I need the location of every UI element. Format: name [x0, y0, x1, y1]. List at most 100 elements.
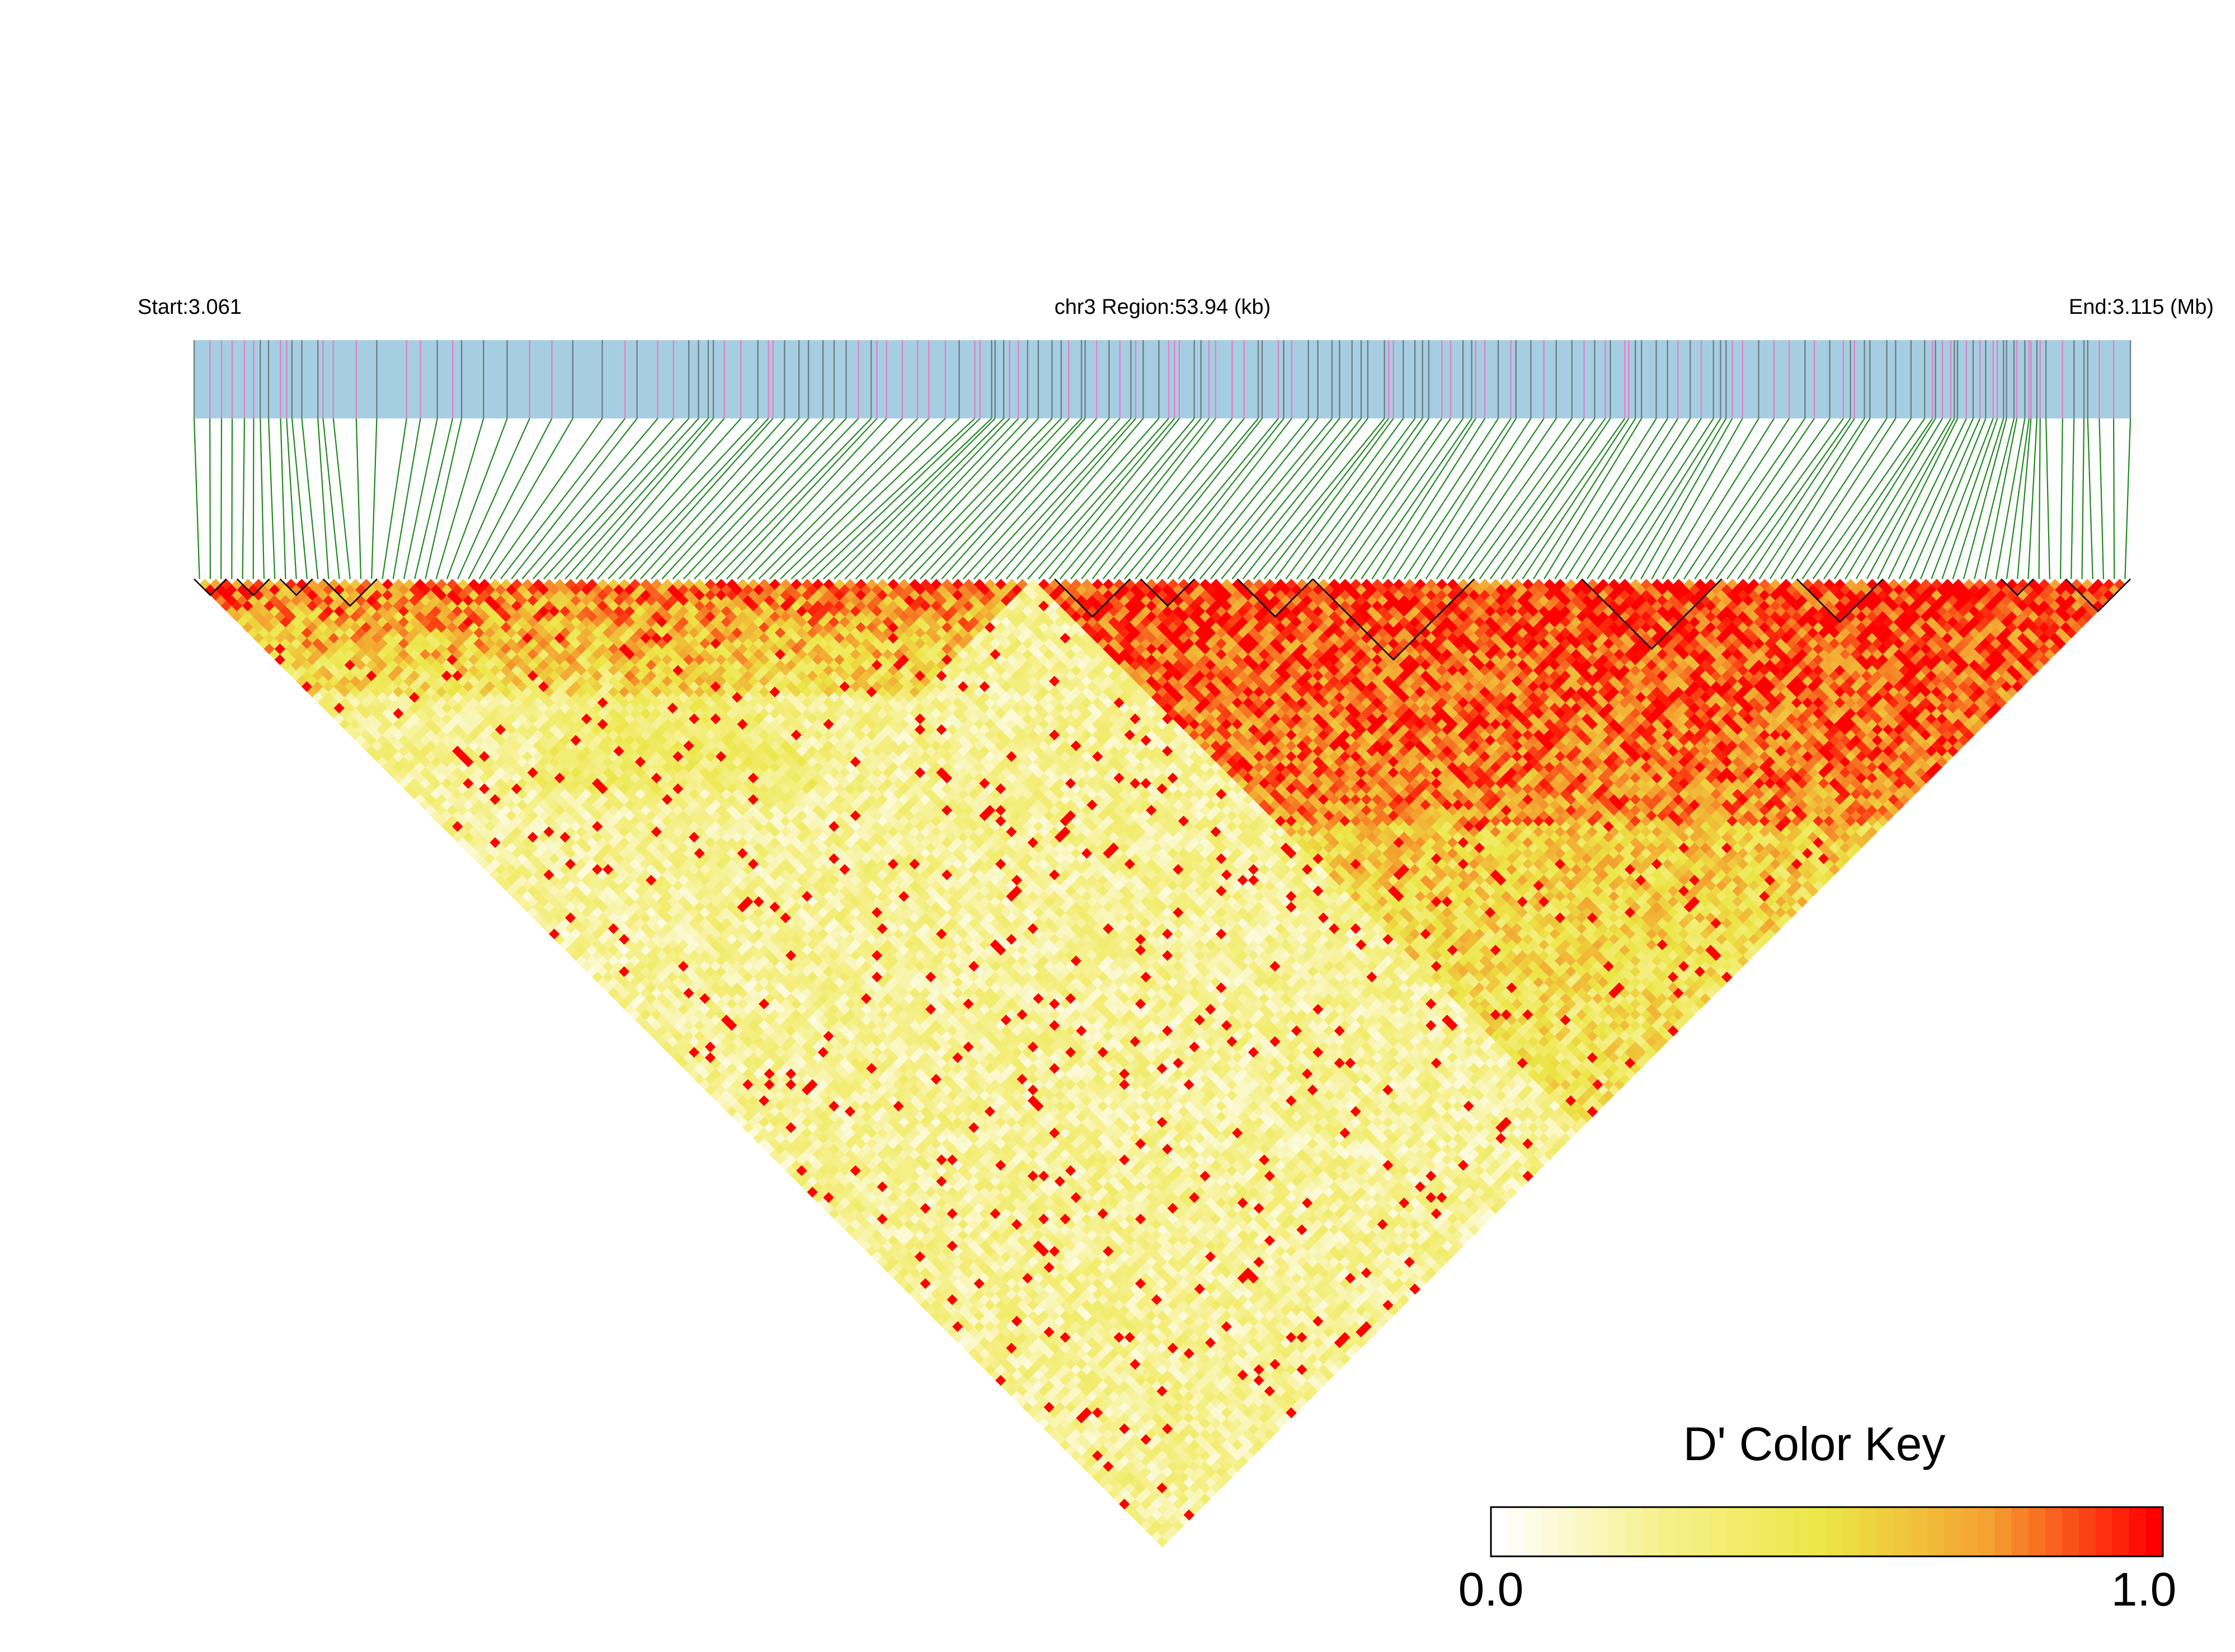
snp-connector-line: [1640, 418, 1733, 580]
snp-connector-line: [672, 418, 824, 580]
snp-connector-line: [726, 418, 878, 580]
snp-connector-line: [425, 418, 463, 580]
snp-connector-line: [220, 418, 223, 580]
snp-connector-line: [1447, 418, 1557, 580]
snp-connector-line: [715, 418, 872, 580]
snp-connector-line: [1285, 418, 1404, 580]
snp-connector-line: [1984, 418, 2018, 580]
snp-connector-line: [1532, 418, 1636, 580]
snp-connector-line: [1726, 418, 1844, 580]
snp-connector-line: [1124, 418, 1259, 580]
snp-connector-line: [280, 418, 286, 580]
snp-connector-line: [1855, 418, 1952, 580]
snp-connector-line: [1995, 418, 2026, 580]
snp-connector-line: [1221, 418, 1353, 580]
snp-connector-line: [1898, 418, 1974, 580]
snp-connector-line: [780, 418, 946, 580]
snp-connector-line: [1070, 418, 1202, 580]
snp-connector-line: [1490, 418, 1606, 580]
snp-connector-line: [823, 418, 992, 580]
snp-connector-line: [704, 418, 859, 580]
snp-connector-line: [1845, 418, 1943, 580]
snp-connector-line: [984, 418, 1132, 580]
snp-connector-line: [909, 418, 1062, 580]
snp-connector-line: [2045, 418, 2050, 580]
snp-connector-line: [2071, 418, 2075, 580]
snp-connector-line: [1188, 418, 1319, 580]
snp-connector-line: [1629, 418, 1727, 580]
snp-connector-line: [252, 418, 255, 580]
snp-connector-line: [301, 418, 319, 580]
snp-connector-line: [1941, 418, 1998, 580]
snp-connector-line: [1554, 418, 1657, 580]
snp-connector-line: [1339, 418, 1451, 580]
snp-connector-line: [1791, 418, 1897, 580]
snp-connector-line: [286, 418, 297, 580]
snp-connector-line: [478, 418, 573, 580]
snp-connector-line: [511, 418, 638, 580]
snp-connector-line: [1565, 418, 1668, 580]
snp-connector-line: [242, 418, 246, 580]
snp-connector-line: [1479, 418, 1596, 580]
snp-connector-line: [1328, 418, 1443, 580]
snp-connector-line: [1974, 418, 2015, 580]
snp-connector-line: [1199, 418, 1333, 580]
snp-connector-line: [1662, 418, 1759, 580]
snp-connector-line: [1705, 418, 1815, 580]
snp-connector-line: [1242, 418, 1368, 580]
snp-connector-line: [1500, 418, 1611, 580]
snp-connector-line: [291, 418, 308, 580]
snp-connector-line: [791, 418, 960, 580]
snp-connector-line: [1544, 418, 1643, 580]
snp-connector-line: [586, 418, 725, 580]
snp-connector-line: [683, 418, 835, 580]
snp-connector-line: [260, 418, 265, 580]
snp-connector-line: [2087, 418, 2093, 580]
snp-connector-line: [1672, 418, 1775, 580]
snp-connector-line: [1361, 418, 1472, 580]
snp-connector-line: [2006, 418, 2030, 580]
snp-connector-line: [769, 418, 929, 580]
snp-connector-line: [500, 418, 626, 580]
snp-connector-line: [1780, 418, 1888, 580]
snp-connector-line: [1812, 418, 1926, 580]
snp-connector-line: [371, 418, 378, 580]
snp-connector-line: [1274, 418, 1394, 580]
ld-heatmap: [199, 578, 2125, 1547]
snp-connector-line: [446, 418, 508, 580]
snp-connector-line: [193, 418, 200, 580]
snp-connector-line: [532, 418, 674, 580]
snp-connector-line: [1769, 418, 1871, 580]
snp-connector-line: [834, 418, 996, 580]
snp-connector-line: [564, 418, 709, 580]
snp-connector-line: [1135, 418, 1263, 580]
snp-connector-line: [2059, 418, 2063, 580]
snp-connector-line: [758, 418, 918, 580]
snp-connector-line: [597, 418, 742, 580]
snp-connector-line: [1888, 418, 1967, 580]
snp-connector-line: [1113, 418, 1245, 580]
snp-connector-line: [1414, 418, 1517, 580]
snp-connector-line: [322, 418, 340, 580]
snp-connector-line: [973, 418, 1121, 580]
snp-connector-line: [1102, 418, 1233, 580]
snp-connector-line: [930, 418, 1082, 580]
snp-connector-line: [1597, 418, 1702, 580]
snp-connector-line: [1801, 418, 1912, 580]
snp-connector-line: [651, 418, 799, 580]
snp-connector-line: [1694, 418, 1806, 580]
snp-connector-line: [887, 418, 1039, 580]
snp-connector-line: [1253, 418, 1385, 580]
snp-connector-line: [1059, 418, 1195, 580]
snp-connector-line: [392, 418, 421, 580]
snp-connector-line: [1264, 418, 1390, 580]
snp-connector-line: [952, 418, 1097, 580]
snp-connector-line: [1392, 418, 1499, 580]
snp-connector-line: [575, 418, 714, 580]
snp-connector-line: [1436, 418, 1545, 580]
snp-connector-line: [855, 418, 1010, 580]
snp-connector-line: [554, 418, 699, 580]
snp-connector-line: [414, 418, 454, 580]
snp-connector-line: [1425, 418, 1532, 580]
